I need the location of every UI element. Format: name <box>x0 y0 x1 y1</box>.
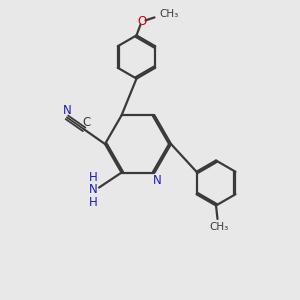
Text: H: H <box>89 196 98 209</box>
Text: CH₃: CH₃ <box>209 222 229 232</box>
Text: C: C <box>82 116 90 129</box>
Text: N: N <box>153 174 162 187</box>
Text: O: O <box>137 15 146 28</box>
Text: N: N <box>62 104 71 117</box>
Text: N: N <box>89 184 98 196</box>
Text: CH₃: CH₃ <box>159 9 178 20</box>
Text: H: H <box>89 171 98 184</box>
